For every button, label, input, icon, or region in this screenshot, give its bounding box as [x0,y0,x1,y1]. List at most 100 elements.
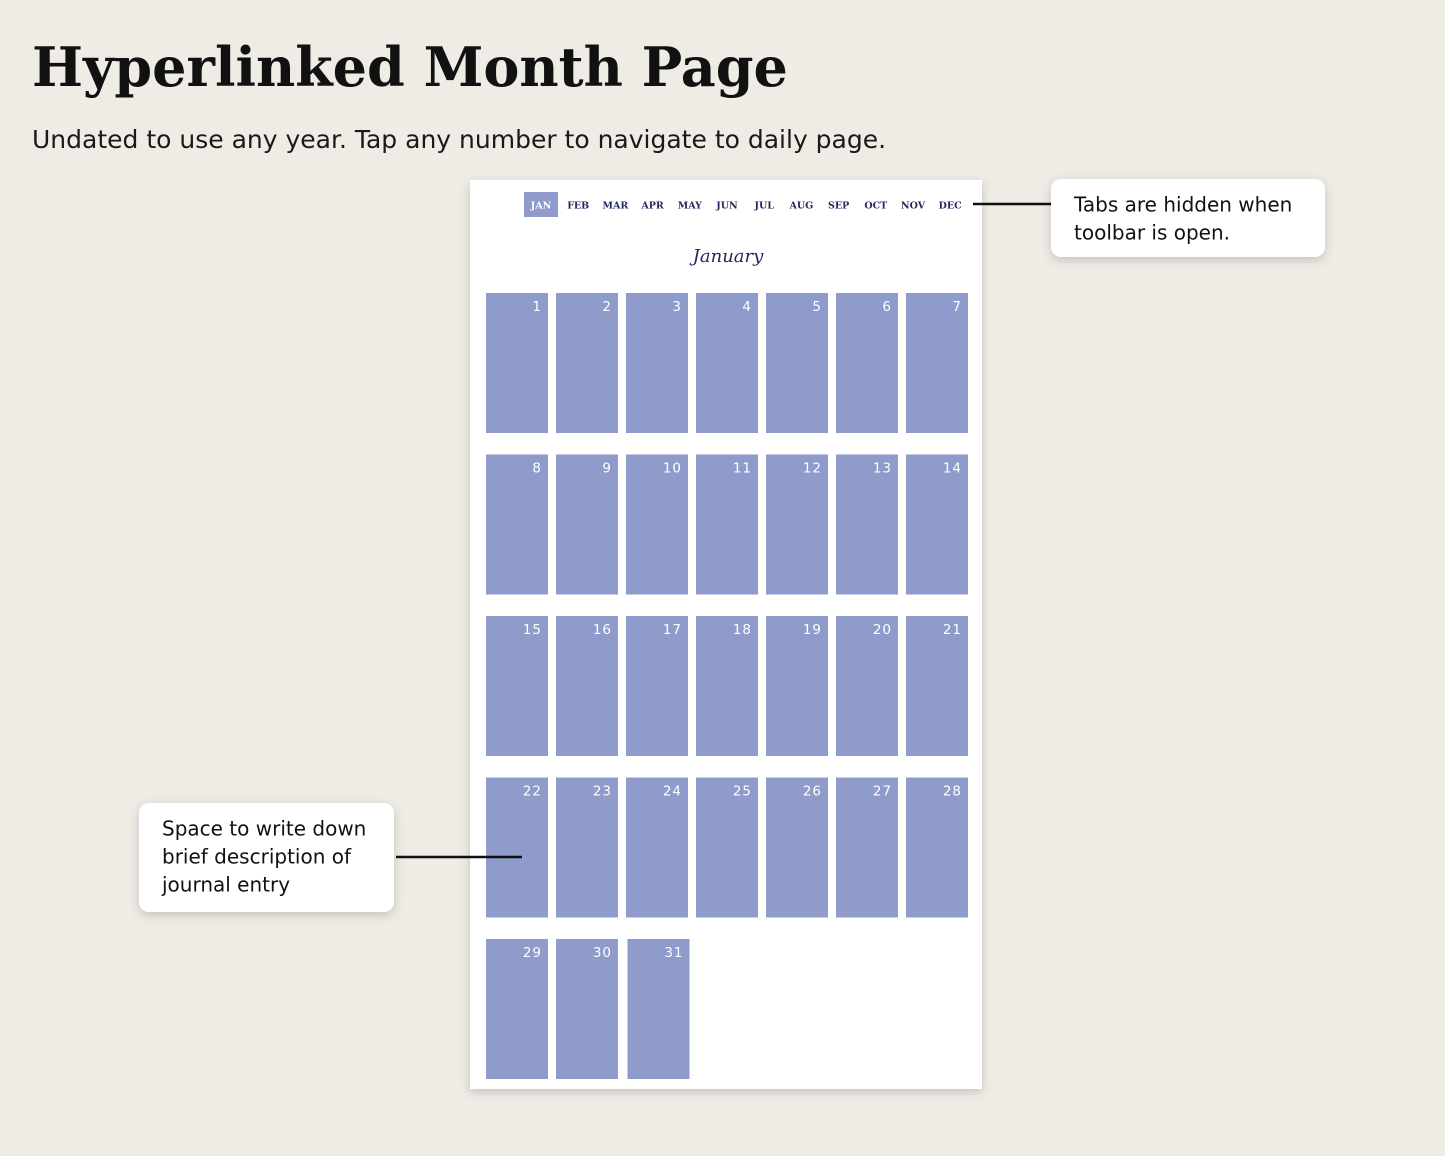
day-box [556,293,618,433]
day-cell[interactable]: 5 [766,293,828,433]
month-tab[interactable]: SEP [828,201,849,212]
callout-text: Space to write down [162,817,366,841]
day-cell[interactable]: 25 [696,777,758,918]
month-tab[interactable]: APR [640,201,664,212]
callout-text: toolbar is open. [1074,221,1230,245]
day-cell[interactable]: 20 [836,616,898,756]
day-box [696,293,758,433]
day-box [906,293,968,433]
day-cell[interactable]: 4 [696,293,758,433]
day-box [626,293,688,433]
month-tab[interactable]: FEB [567,201,589,212]
day-cell[interactable]: 14 [906,454,968,595]
day-cell[interactable]: 3 [626,293,688,433]
month-tab[interactable]: NOV [901,201,926,212]
day-number[interactable]: 13 [873,461,892,477]
day-number[interactable]: 28 [943,784,962,800]
day-cell[interactable]: 9 [556,454,618,595]
day-cell[interactable]: 2 [556,293,618,433]
day-cell[interactable]: 23 [556,777,618,918]
day-cell[interactable]: 7 [906,293,968,433]
day-cell[interactable]: 16 [556,616,618,756]
day-cell[interactable]: 29 [486,939,548,1079]
day-number[interactable]: 11 [733,461,752,477]
day-number[interactable]: 2 [602,299,612,315]
day-cell[interactable]: 22 [486,777,548,918]
callout-box [1051,179,1325,257]
day-cell[interactable]: 30 [556,939,618,1079]
day-box [486,616,548,756]
day-cell[interactable]: 6 [836,293,898,433]
day-box [696,777,758,918]
day-cell[interactable]: 15 [486,616,548,756]
month-tab[interactable]: MAY [678,201,702,212]
day-box [556,939,618,1079]
day-box [556,777,618,918]
day-cell[interactable]: 8 [486,454,548,595]
day-box [766,454,828,595]
day-number[interactable]: 21 [943,622,962,638]
day-box [486,777,548,918]
day-box [696,454,758,595]
month-tab[interactable]: AUG [789,201,814,212]
day-cell[interactable]: 17 [626,616,688,756]
day-cell[interactable]: 19 [766,616,828,756]
month-tabs: JAN FEB MAR APR MAY JUN JUL AUG SEP OCT NOV DEC [524,192,962,217]
day-number[interactable]: 9 [602,461,612,477]
day-number[interactable]: 29 [523,945,542,961]
day-box [836,616,898,756]
day-number[interactable]: 30 [593,945,612,961]
day-number[interactable]: 17 [663,622,682,638]
day-number[interactable]: 15 [523,622,542,638]
day-number[interactable]: 25 [733,784,752,800]
day-number[interactable]: 1 [532,299,542,315]
day-cell[interactable]: 27 [836,777,898,918]
day-number[interactable]: 8 [532,461,542,477]
day-cell[interactable]: 12 [766,454,828,595]
day-number[interactable]: 14 [943,461,962,477]
day-cell[interactable]: 18 [696,616,758,756]
day-cell[interactable]: 24 [626,777,688,918]
month-tab[interactable]: MAR [603,201,629,212]
month-tab[interactable]: OCT [864,201,887,212]
callout-text: brief description of [162,845,352,869]
day-number[interactable]: 23 [593,784,612,800]
day-box [626,616,688,756]
day-number[interactable]: 22 [523,784,542,800]
day-number[interactable]: 31 [664,945,683,961]
day-number[interactable]: 7 [952,299,962,315]
day-number[interactable]: 10 [663,461,682,477]
day-cell[interactable]: 11 [696,454,758,595]
day-number[interactable]: 12 [803,461,822,477]
day-number[interactable]: 20 [873,622,892,638]
day-box [906,616,968,756]
day-box [486,939,548,1079]
day-box [626,454,688,595]
day-cell[interactable]: 31 [627,939,690,1079]
day-number[interactable]: 24 [663,784,682,800]
day-number[interactable]: 18 [733,622,752,638]
month-tab[interactable]: JUL [753,201,774,212]
month-tab[interactable]: JUN [715,201,738,212]
day-number[interactable]: 4 [742,299,752,315]
day-number[interactable]: 19 [803,622,822,638]
day-number[interactable]: 27 [873,784,892,800]
month-tab[interactable]: DEC [939,201,962,212]
day-box [836,293,898,433]
day-number[interactable]: 6 [882,299,892,315]
callout-text: journal entry [161,873,290,897]
day-box [766,777,828,918]
day-number[interactable]: 5 [812,299,822,315]
month-tab[interactable]: JAN [530,201,552,212]
day-cell[interactable]: 1 [486,293,548,433]
day-cell[interactable]: 28 [906,777,968,918]
day-cell[interactable]: 13 [836,454,898,595]
day-number[interactable]: 3 [672,299,682,315]
day-number[interactable]: 16 [593,622,612,638]
day-cell[interactable]: 10 [626,454,688,595]
day-box [486,293,548,433]
day-cell[interactable]: 21 [906,616,968,756]
day-number[interactable]: 26 [803,784,822,800]
day-cell[interactable]: 26 [766,777,828,918]
